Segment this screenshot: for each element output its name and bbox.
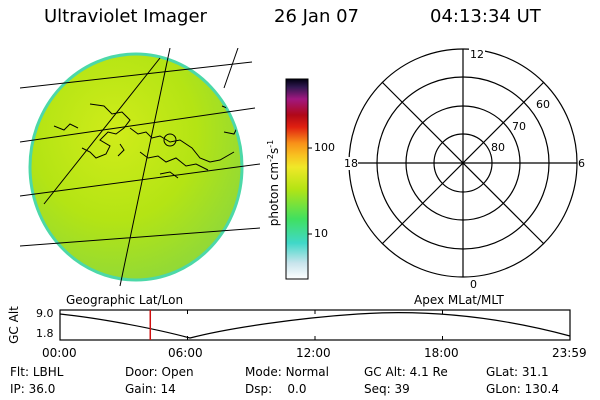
gain-info: Gain: 14 <box>125 382 176 396</box>
seq-info: Seq: 39 <box>364 382 410 396</box>
time-label: 04:13:34 UT <box>430 6 541 27</box>
altitude-ylabel: GC Alt <box>7 306 21 344</box>
coastlines <box>53 103 241 179</box>
earth-panel-label: Geographic Lat/Lon <box>66 293 184 307</box>
dsp-info: Dsp: 0.0 <box>245 382 307 396</box>
door-info: Door: Open <box>125 365 194 379</box>
mode-info: Mode: Normal <box>245 365 329 379</box>
altitude-plot <box>59 309 571 341</box>
latlon-grid <box>20 48 260 287</box>
mlt-label-12: 12 <box>469 48 485 61</box>
mlt-label-18: 18 <box>344 157 358 170</box>
mlat-label-60: 60 <box>536 98 550 111</box>
altitude-curve <box>59 312 571 339</box>
gc-alt-info: GC Alt: 4.1 Re <box>364 365 448 379</box>
earth-image <box>20 48 260 287</box>
glon-info: GLon: 130.4 <box>486 382 559 396</box>
colorbar-unit-label: photon cm-2s-1 <box>266 139 281 227</box>
instrument-title: Ultraviolet Imager <box>44 6 207 27</box>
time-tick-1200: 12:00 <box>296 346 331 360</box>
ip-info: IP: 36.0 <box>10 382 56 396</box>
time-tick-1800: 18:00 <box>424 346 459 360</box>
polar-plot <box>348 48 578 278</box>
time-tick-2359: 23:59 <box>552 346 587 360</box>
altitude-plot-frame <box>59 309 571 341</box>
colorbar <box>285 78 312 280</box>
station-marker <box>163 133 177 147</box>
mlat-label-70: 70 <box>512 120 526 133</box>
colorbar-tick-100: 100 <box>314 141 335 154</box>
mlt-label-0: 0 <box>469 278 478 291</box>
filter-info: Flt: LBHL <box>10 365 64 379</box>
time-tick-0600: 06:00 <box>168 346 203 360</box>
mlt-label-6: 6 <box>578 157 585 170</box>
altitude-ymax: 9.0 <box>36 307 54 320</box>
polar-diagonal-2 <box>381 81 545 245</box>
polar-panel-label: Apex MLat/MLT <box>414 293 504 307</box>
earth-disk <box>28 52 244 282</box>
time-tick-0000: 00:00 <box>42 346 77 360</box>
colorbar-tick-10: 10 <box>314 227 328 240</box>
mlat-label-80: 80 <box>491 141 505 154</box>
date-label: 26 Jan 07 <box>274 6 359 27</box>
altitude-ymin: 1.8 <box>36 327 54 340</box>
glat-info: GLat: 31.1 <box>486 365 549 379</box>
